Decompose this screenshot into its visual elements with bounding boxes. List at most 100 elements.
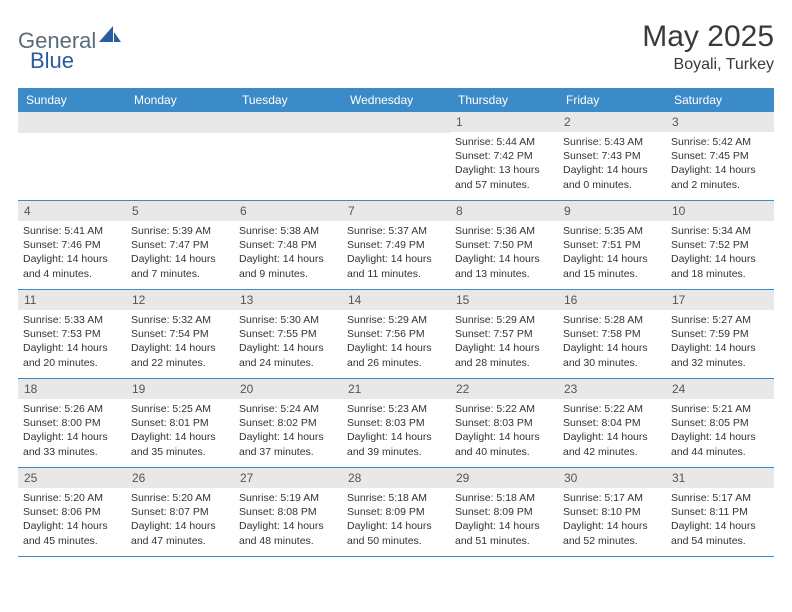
day-body: Sunrise: 5:23 AMSunset: 8:03 PMDaylight:… — [342, 399, 450, 465]
day-body: Sunrise: 5:29 AMSunset: 7:57 PMDaylight:… — [450, 310, 558, 376]
day-body: Sunrise: 5:41 AMSunset: 7:46 PMDaylight:… — [18, 221, 126, 287]
sunset-label: Sunset: 8:03 PM — [347, 417, 425, 429]
sunrise-label: Sunrise: 5:18 AM — [455, 492, 535, 504]
daylight-label: Daylight: 14 hours and 9 minutes. — [239, 253, 324, 279]
day-number: 5 — [126, 201, 234, 221]
day-cell: 23Sunrise: 5:22 AMSunset: 8:04 PMDayligh… — [558, 379, 666, 467]
sunset-label: Sunset: 8:01 PM — [131, 417, 209, 429]
day-body: Sunrise: 5:24 AMSunset: 8:02 PMDaylight:… — [234, 399, 342, 465]
sunset-label: Sunset: 8:09 PM — [347, 506, 425, 518]
daylight-label: Daylight: 14 hours and 40 minutes. — [455, 431, 540, 457]
day-cell: 4Sunrise: 5:41 AMSunset: 7:46 PMDaylight… — [18, 201, 126, 289]
day-cell: 12Sunrise: 5:32 AMSunset: 7:54 PMDayligh… — [126, 290, 234, 378]
daylight-label: Daylight: 14 hours and 2 minutes. — [671, 164, 756, 190]
daylight-label: Daylight: 14 hours and 18 minutes. — [671, 253, 756, 279]
day-body: Sunrise: 5:21 AMSunset: 8:05 PMDaylight:… — [666, 399, 774, 465]
daylight-label: Daylight: 14 hours and 39 minutes. — [347, 431, 432, 457]
daylight-label: Daylight: 14 hours and 11 minutes. — [347, 253, 432, 279]
sunrise-label: Sunrise: 5:21 AM — [671, 403, 751, 415]
day-body: Sunrise: 5:39 AMSunset: 7:47 PMDaylight:… — [126, 221, 234, 287]
sunset-label: Sunset: 7:42 PM — [455, 150, 533, 162]
day-body: Sunrise: 5:18 AMSunset: 8:09 PMDaylight:… — [342, 488, 450, 554]
sunset-label: Sunset: 7:55 PM — [239, 328, 317, 340]
day-cell: 25Sunrise: 5:20 AMSunset: 8:06 PMDayligh… — [18, 468, 126, 556]
day-body: Sunrise: 5:34 AM Sunset: 7:52 PM Daylight:… — [666, 221, 774, 287]
sunset-label: Sunset: 7:57 PM — [455, 328, 533, 340]
daylight-label: Daylight: 14 hours and 45 minutes. — [23, 520, 108, 546]
day-body: Sunrise: 5:22 AMSunset: 8:04 PMDaylight:… — [558, 399, 666, 465]
day-body: Sunrise: 5:17 AMSunset: 8:10 PMDaylight:… — [558, 488, 666, 554]
daylight-label: Daylight: 14 hours and 48 minutes. — [239, 520, 324, 546]
day-number — [126, 112, 234, 133]
day-cell: 30Sunrise: 5:17 AMSunset: 8:10 PMDayligh… — [558, 468, 666, 556]
day-number: 14 — [342, 290, 450, 310]
week-row: 25Sunrise: 5:20 AMSunset: 8:06 PMDayligh… — [18, 468, 774, 557]
day-body: Sunrise: 5:36 AMSunset: 7:50 PMDaylight:… — [450, 221, 558, 287]
day-number: 20 — [234, 379, 342, 399]
sunrise-label: Sunrise: 5:33 AM — [23, 314, 103, 326]
day-cell: 29Sunrise: 5:18 AMSunset: 8:09 PMDayligh… — [450, 468, 558, 556]
sunset-label: Sunset: 7:50 PM — [455, 239, 533, 251]
day-number: 1 — [450, 112, 558, 132]
sunset-label: Sunset: 8:05 PM — [671, 417, 749, 429]
day-number: 29 — [450, 468, 558, 488]
day-cell: 21Sunrise: 5:23 AMSunset: 8:03 PMDayligh… — [342, 379, 450, 467]
sunset-label: Sunset: 8:10 PM — [563, 506, 641, 518]
day-cell: 13Sunrise: 5:30 AMSunset: 7:55 PMDayligh… — [234, 290, 342, 378]
sunrise-label: Sunrise: 5:17 AM — [671, 492, 751, 504]
day-cell — [342, 112, 450, 200]
day-header: Monday — [126, 88, 234, 112]
day-cell: 8Sunrise: 5:36 AMSunset: 7:50 PMDaylight… — [450, 201, 558, 289]
day-body: Sunrise: 5:30 AMSunset: 7:55 PMDaylight:… — [234, 310, 342, 376]
sunset-label: Sunset: 7:56 PM — [347, 328, 425, 340]
sunset-label: Sunset: 7:53 PM — [23, 328, 101, 340]
day-header: Friday — [558, 88, 666, 112]
day-number: 30 — [558, 468, 666, 488]
day-cell: 9Sunrise: 5:35 AMSunset: 7:51 PMDaylight… — [558, 201, 666, 289]
day-cell: 11Sunrise: 5:33 AMSunset: 7:53 PMDayligh… — [18, 290, 126, 378]
day-number: 22 — [450, 379, 558, 399]
sunrise-label: Sunrise: 5:34 AM — [671, 225, 751, 237]
sunrise-label: Sunrise: 5:24 AM — [239, 403, 319, 415]
sunrise-label: Sunrise: 5:25 AM — [131, 403, 211, 415]
sunset-label: Sunset: 7:46 PM — [23, 239, 101, 251]
day-number: 23 — [558, 379, 666, 399]
day-body: Sunrise: 5:35 AMSunset: 7:51 PMDaylight:… — [558, 221, 666, 287]
sunset-label: Sunset: 7:45 PM — [671, 150, 749, 162]
sunrise-label: Sunrise: 5:20 AM — [131, 492, 211, 504]
day-cell: 26Sunrise: 5:20 AMSunset: 8:07 PMDayligh… — [126, 468, 234, 556]
week-row: 11Sunrise: 5:33 AMSunset: 7:53 PMDayligh… — [18, 290, 774, 379]
day-body: Sunrise: 5:33 AMSunset: 7:53 PMDaylight:… — [18, 310, 126, 376]
day-number: 15 — [450, 290, 558, 310]
daylight-label: Daylight: 14 hours and 33 minutes. — [23, 431, 108, 457]
daylight-label: Daylight: 14 hours and 47 minutes. — [131, 520, 216, 546]
daylight-label: Daylight: 14 hours and 35 minutes. — [131, 431, 216, 457]
day-cell: 27Sunrise: 5:19 AMSunset: 8:08 PMDayligh… — [234, 468, 342, 556]
day-number — [342, 112, 450, 133]
sunset-label: Sunset: 7:48 PM — [239, 239, 317, 251]
day-cell — [234, 112, 342, 200]
day-number: 9 — [558, 201, 666, 221]
location-label: Boyali, Turkey — [642, 56, 774, 74]
sunrise-label: Sunrise: 5:44 AM — [455, 136, 535, 148]
sunset-label: Sunset: 7:59 PM — [671, 328, 749, 340]
daylight-label: Daylight: 14 hours and 50 minutes. — [347, 520, 432, 546]
sunset-label: Sunset: 8:09 PM — [455, 506, 533, 518]
daylight-label: Daylight: 14 hours and 37 minutes. — [239, 431, 324, 457]
calendar: SundayMondayTuesdayWednesdayThursdayFrid… — [18, 88, 774, 557]
day-number — [234, 112, 342, 133]
daylight-label: Daylight: 14 hours and 30 minutes. — [563, 342, 648, 368]
day-cell: 2Sunrise: 5:43 AMSunset: 7:43 PMDaylight… — [558, 112, 666, 200]
daylight-label: Daylight: 14 hours and 15 minutes. — [563, 253, 648, 279]
day-number: 2 — [558, 112, 666, 132]
day-body: Sunrise: 5:25 AM Sunset: 8:01 PM Daylight:… — [126, 399, 234, 465]
sunrise-label: Sunrise: 5:32 AM — [131, 314, 211, 326]
day-cell: 3Sunrise: 5:42 AMSunset: 7:45 PMDaylight… — [666, 112, 774, 200]
day-header: Thursday — [450, 88, 558, 112]
sunset-label: Sunset: 7:52 PM — [671, 239, 749, 251]
day-cell: 28Sunrise: 5:18 AMSunset: 8:09 PMDayligh… — [342, 468, 450, 556]
sail-icon — [99, 26, 121, 47]
day-body: Sunrise: 5:17 AMSunset: 8:11 PMDaylight:… — [666, 488, 774, 554]
sunrise-label: Sunrise: 5:17 AM — [563, 492, 643, 504]
sunrise-label: Sunrise: 5:42 AM — [671, 136, 751, 148]
